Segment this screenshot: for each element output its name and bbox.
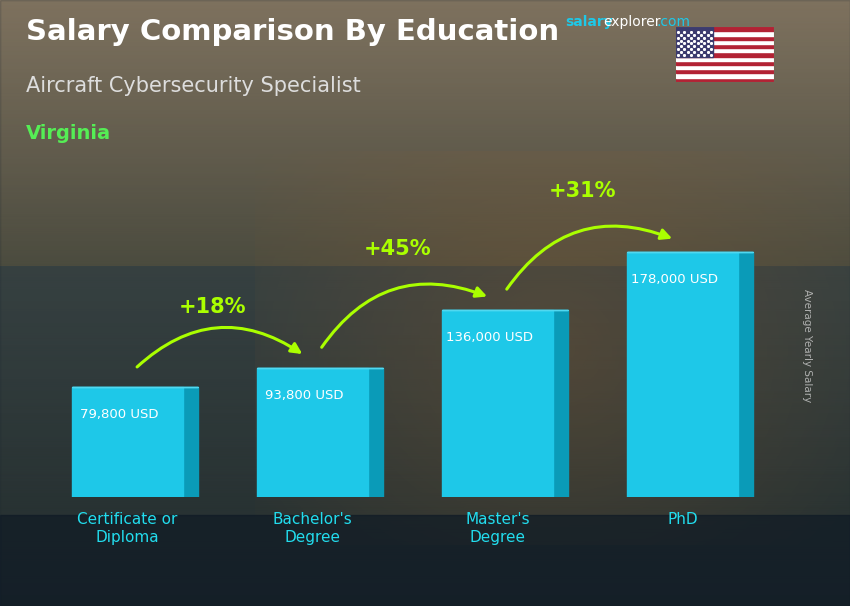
FancyBboxPatch shape (442, 310, 553, 497)
Bar (676, 65, 774, 69)
Bar (676, 53, 774, 56)
Text: Certificate or
Diploma: Certificate or Diploma (77, 512, 178, 545)
Polygon shape (183, 387, 198, 497)
Bar (676, 48, 774, 53)
Bar (0, 515, 850, 606)
Polygon shape (553, 310, 569, 497)
Polygon shape (368, 368, 383, 497)
Text: Salary Comparison By Education: Salary Comparison By Education (26, 18, 558, 46)
Bar (676, 44, 774, 48)
Polygon shape (738, 251, 753, 497)
Text: explorer: explorer (604, 15, 661, 29)
Bar (676, 61, 774, 65)
Text: Bachelor's
Degree: Bachelor's Degree (273, 512, 352, 545)
Bar (676, 27, 774, 32)
Bar (676, 40, 774, 44)
Text: +45%: +45% (364, 239, 431, 259)
Bar (676, 56, 774, 61)
Text: salary: salary (565, 15, 613, 29)
Bar (676, 69, 774, 73)
FancyBboxPatch shape (257, 368, 368, 497)
FancyBboxPatch shape (627, 251, 738, 497)
Text: .com: .com (656, 15, 690, 29)
Text: Master's
Degree: Master's Degree (465, 512, 530, 545)
Text: 178,000 USD: 178,000 USD (632, 273, 718, 286)
FancyBboxPatch shape (71, 387, 183, 497)
Text: 136,000 USD: 136,000 USD (446, 331, 533, 344)
Text: 93,800 USD: 93,800 USD (265, 389, 344, 402)
Bar (676, 36, 774, 40)
Text: +18%: +18% (178, 297, 246, 317)
Text: Virginia: Virginia (26, 124, 110, 143)
Text: PhD: PhD (667, 512, 698, 527)
Bar (676, 27, 713, 56)
Bar (676, 32, 774, 36)
Text: Aircraft Cybersecurity Specialist: Aircraft Cybersecurity Specialist (26, 76, 360, 96)
Bar (676, 78, 774, 82)
Text: 79,800 USD: 79,800 USD (81, 408, 159, 421)
Text: +31%: +31% (548, 181, 616, 201)
Text: Average Yearly Salary: Average Yearly Salary (802, 289, 813, 402)
Bar (676, 73, 774, 78)
